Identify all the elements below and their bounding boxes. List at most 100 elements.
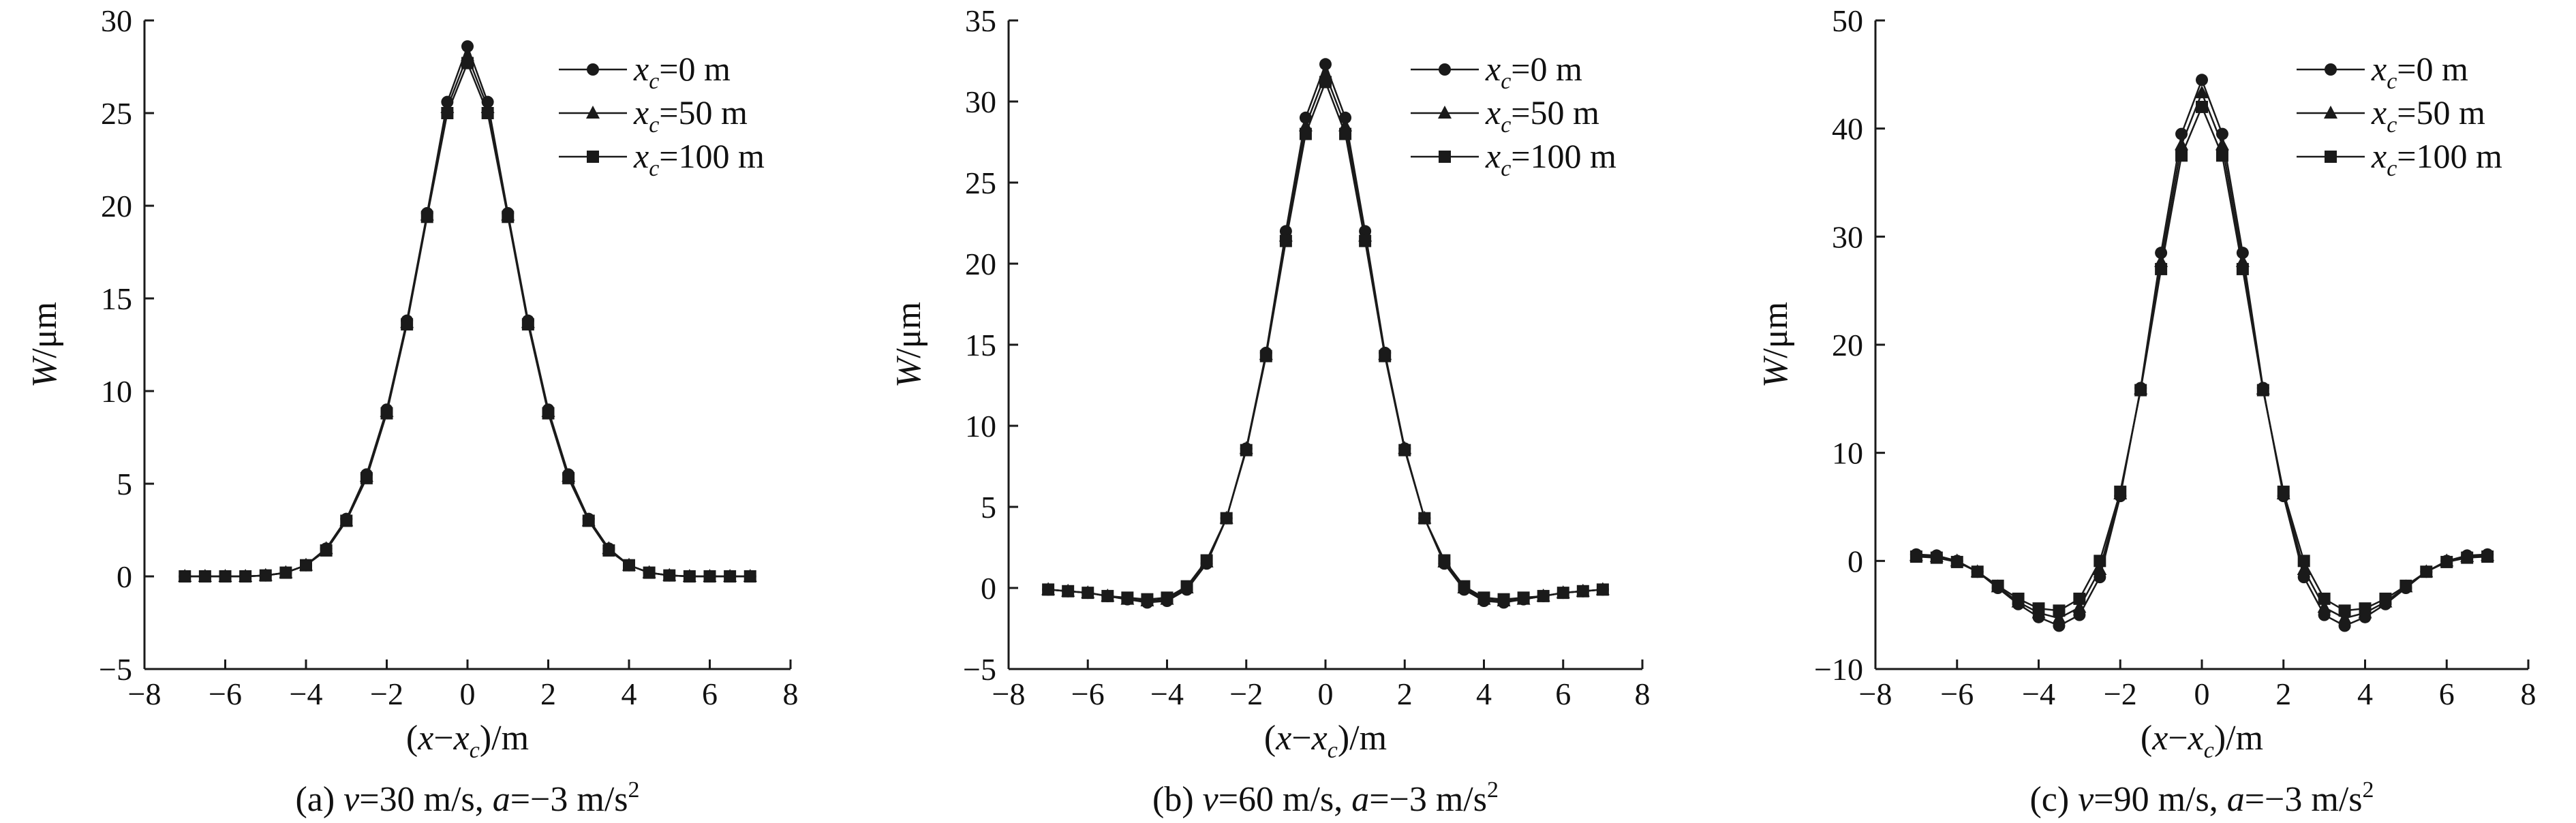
y-tick-label: 20 xyxy=(965,247,996,281)
data-point xyxy=(2297,555,2310,568)
y-tick-label: 5 xyxy=(981,490,996,525)
data-point xyxy=(582,514,595,527)
panel-caption: (a) v=30 m/s, a=−3 m/s2 xyxy=(295,777,639,819)
x-tick-label: 6 xyxy=(2439,677,2455,711)
legend: xc=0 mxc=50 mxc=100 m xyxy=(2297,50,2502,181)
y-tick-label: 20 xyxy=(1832,328,1863,362)
x-tick-label: 4 xyxy=(622,677,637,711)
data-point xyxy=(2114,485,2127,498)
y-tick-label: 10 xyxy=(965,409,996,444)
data-point xyxy=(1576,585,1589,597)
data-point xyxy=(1596,583,1609,596)
data-point xyxy=(1101,589,1114,602)
x-axis-label: (x−xc)/m xyxy=(406,719,529,763)
data-point xyxy=(2215,149,2228,162)
legend-label: xc=100 m xyxy=(633,137,765,181)
data-point xyxy=(1438,554,1451,567)
data-point xyxy=(2094,555,2106,568)
data-point xyxy=(2236,262,2249,275)
legend-marker xyxy=(1439,151,1451,163)
x-tick-label: 8 xyxy=(783,677,799,711)
y-tick-label: 30 xyxy=(965,84,996,119)
legend-label: xc=0 m xyxy=(1485,50,1582,94)
y-tick-label: 50 xyxy=(1832,3,1863,38)
data-point xyxy=(2277,485,2290,498)
data-point xyxy=(461,40,474,53)
data-point xyxy=(2196,74,2208,87)
y-tick-label: 10 xyxy=(101,374,132,409)
legend: xc=0 mxc=50 mxc=100 m xyxy=(559,50,765,181)
series-line xyxy=(1916,106,2488,612)
data-point xyxy=(1379,350,1392,362)
data-point xyxy=(401,318,414,331)
legend-label: xc=0 m xyxy=(2371,50,2468,94)
series-square xyxy=(1042,76,1609,606)
y-tick-label: −5 xyxy=(99,652,132,687)
x-tick-label: 2 xyxy=(540,677,556,711)
y-tick-label: 0 xyxy=(117,559,132,594)
y-axis-label: W/μm xyxy=(25,302,64,388)
data-point xyxy=(2053,604,2066,617)
data-point xyxy=(1299,127,1312,140)
y-tick-label: 25 xyxy=(101,96,132,131)
x-tick-label: −4 xyxy=(2022,677,2055,711)
data-point xyxy=(441,107,454,119)
legend-label: xc=100 m xyxy=(1485,137,1616,181)
data-point xyxy=(521,318,534,331)
data-point xyxy=(1062,585,1075,597)
data-point xyxy=(502,211,515,223)
legend-label: xc=0 m xyxy=(633,50,731,94)
legend-marker xyxy=(587,151,599,163)
data-point xyxy=(2337,610,2352,624)
data-point xyxy=(2359,602,2372,615)
series-line xyxy=(185,55,750,578)
data-point xyxy=(1458,580,1471,593)
data-point xyxy=(2032,602,2045,615)
legend-label: xc=100 m xyxy=(2371,137,2502,181)
legend-label: xc=50 m xyxy=(633,93,748,138)
legend-label: xc=50 m xyxy=(2371,93,2485,138)
x-tick-label: −6 xyxy=(1940,677,1974,711)
x-tick-label: 4 xyxy=(2357,677,2373,711)
data-point xyxy=(2338,604,2351,617)
y-tick-label: 25 xyxy=(965,166,996,200)
y-tick-label: 0 xyxy=(1847,544,1863,578)
data-point xyxy=(1319,58,1332,71)
data-point xyxy=(461,57,474,69)
data-point xyxy=(219,570,232,583)
x-tick-label: 0 xyxy=(1318,677,1334,711)
x-tick-label: 8 xyxy=(2521,677,2536,711)
data-point xyxy=(623,559,635,572)
data-point xyxy=(1042,583,1055,596)
x-tick-label: −4 xyxy=(1150,677,1184,711)
data-point xyxy=(683,570,696,583)
legend-marker xyxy=(2325,151,2337,163)
x-tick-label: 4 xyxy=(1476,677,1492,711)
data-point xyxy=(1141,593,1154,606)
data-point xyxy=(2134,384,2147,397)
panel-caption: (b) v=60 m/s, a=−3 m/s2 xyxy=(1152,777,1499,819)
legend-marker xyxy=(1439,63,1451,76)
data-point xyxy=(663,569,676,582)
data-point xyxy=(2195,85,2209,99)
data-point xyxy=(703,570,716,583)
y-tick-label: 0 xyxy=(981,571,996,606)
data-point xyxy=(1240,444,1253,456)
x-tick-label: 8 xyxy=(1635,677,1651,711)
data-point xyxy=(1497,593,1510,606)
y-axis-label: W/μm xyxy=(1756,302,1795,388)
y-tick-label: 30 xyxy=(1832,219,1863,254)
series-square xyxy=(179,57,756,583)
data-point xyxy=(2481,550,2494,563)
y-tick-label: 10 xyxy=(1832,436,1863,471)
data-point xyxy=(2461,551,2474,564)
x-tick-label: −2 xyxy=(2104,677,2137,711)
data-point xyxy=(1339,111,1352,124)
data-point xyxy=(2155,262,2168,275)
data-point xyxy=(1971,565,1984,578)
data-point xyxy=(1398,444,1411,456)
data-point xyxy=(1950,555,1963,568)
series-square xyxy=(1910,100,2494,617)
data-point xyxy=(340,514,353,527)
x-tick-label: 0 xyxy=(460,677,476,711)
